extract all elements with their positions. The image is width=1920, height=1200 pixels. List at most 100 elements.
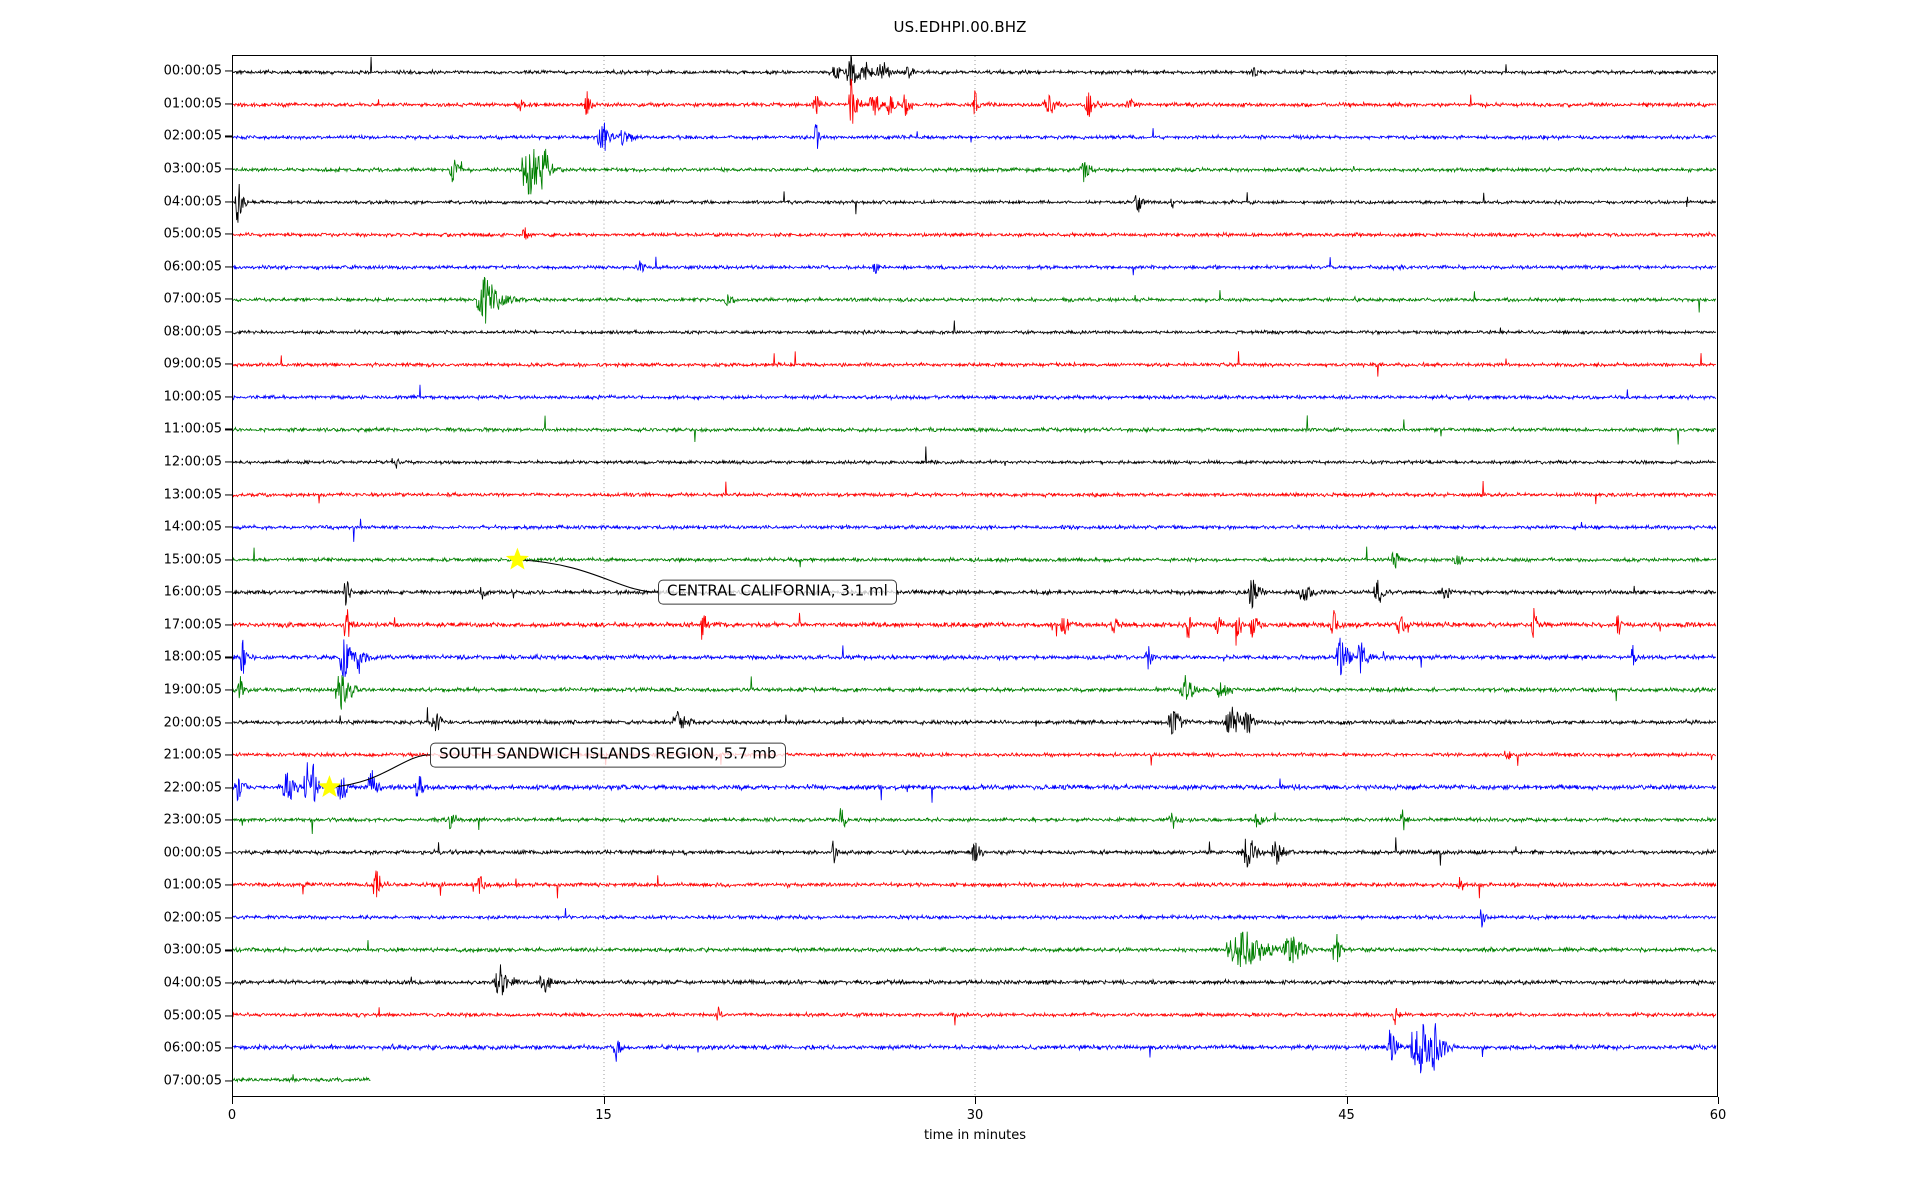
y-tick-mark-22 [225, 787, 232, 789]
x-tick-label-1: 15 [595, 1108, 612, 1123]
y-tick-label-9: 09:00:05 [163, 356, 222, 372]
trace-row-24 [233, 837, 1717, 868]
trace-row-9 [233, 351, 1716, 377]
y-tick-label-15: 15:00:05 [163, 552, 222, 568]
trace-row-15 [233, 546, 1717, 569]
y-tick-label-0: 00:00:05 [163, 63, 222, 79]
y-tick-label-3: 03:00:05 [163, 161, 222, 177]
y-tick-label-28: 04:00:05 [163, 975, 222, 991]
y-tick-mark-19 [225, 689, 232, 691]
event-star-marker-0[interactable] [505, 547, 529, 570]
y-tick-label-19: 19:00:05 [163, 682, 222, 698]
trace-row-17 [233, 608, 1717, 646]
plot-area [232, 55, 1718, 1097]
x-tick-label-4: 60 [1709, 1108, 1727, 1123]
y-tick-label-8: 08:00:05 [163, 324, 222, 340]
y-tick-label-1: 01:00:05 [163, 96, 222, 112]
y-tick-label-6: 06:00:05 [163, 259, 222, 275]
y-tick-mark-15 [225, 559, 232, 561]
trace-row-14 [233, 518, 1717, 542]
y-tick-label-25: 01:00:05 [163, 877, 222, 893]
x-tick-label-3: 45 [1338, 1108, 1355, 1123]
y-tick-label-18: 18:00:05 [163, 649, 222, 665]
trace-row-28 [233, 964, 1716, 996]
y-tick-mark-0 [225, 70, 232, 72]
trace-row-11 [233, 415, 1717, 445]
annotation-leader-1 [329, 754, 431, 788]
y-tick-label-30: 06:00:05 [163, 1040, 222, 1056]
trace-row-25 [233, 870, 1717, 899]
annot-central-california[interactable]: CENTRAL CALIFORNIA, 3.1 ml [657, 579, 897, 605]
y-tick-label-17: 17:00:05 [163, 617, 222, 633]
y-tick-mark-4 [225, 200, 232, 203]
y-tick-label-14: 14:00:05 [163, 519, 222, 535]
trace-row-20 [233, 706, 1717, 735]
y-tick-mark-28 [225, 982, 232, 984]
trace-row-4 [233, 183, 1717, 223]
y-tick-mark-6 [225, 266, 232, 268]
trace-row-18 [233, 637, 1717, 678]
trace-row-31 [233, 1074, 371, 1084]
trace-row-22 [233, 762, 1717, 803]
x-tick-mark-1 [603, 1097, 605, 1104]
y-tick-label-24: 00:00:05 [163, 845, 222, 861]
y-tick-mark-24 [225, 852, 232, 854]
y-tick-label-31: 07:00:05 [163, 1073, 222, 1089]
y-tick-mark-25 [225, 884, 232, 886]
x-tick-mark-2 [975, 1097, 977, 1104]
y-tick-label-4: 04:00:05 [163, 194, 222, 210]
y-tick-mark-2 [225, 135, 232, 137]
trace-row-5 [233, 227, 1717, 240]
trace-row-19 [233, 675, 1717, 710]
y-tick-mark-20 [225, 721, 232, 724]
trace-row-26 [233, 908, 1717, 928]
y-tick-label-5: 05:00:05 [163, 226, 222, 242]
y-tick-label-7: 07:00:05 [163, 291, 222, 307]
y-tick-label-23: 23:00:05 [163, 812, 222, 828]
trace-row-1 [233, 78, 1717, 124]
y-tick-mark-27 [225, 949, 232, 952]
x-tick-label-2: 30 [966, 1108, 984, 1123]
y-tick-mark-30 [225, 1047, 232, 1049]
y-tick-mark-3 [225, 168, 232, 170]
x-tick-label-0: 0 [227, 1108, 237, 1123]
y-tick-mark-29 [225, 1015, 232, 1017]
x-tick-mark-0 [232, 1097, 234, 1104]
y-tick-mark-12 [225, 461, 232, 463]
x-axis-label: time in minutes [923, 1128, 1027, 1143]
y-tick-mark-7 [225, 298, 232, 300]
y-tick-label-10: 10:00:05 [163, 389, 222, 405]
x-tick-mark-4 [1718, 1097, 1720, 1104]
y-tick-mark-16 [225, 591, 232, 593]
trace-row-12 [233, 446, 1716, 469]
y-tick-mark-26 [225, 917, 232, 919]
trace-row-13 [233, 481, 1717, 505]
annotation-leader-0 [517, 559, 659, 593]
y-tick-label-26: 02:00:05 [163, 910, 222, 926]
y-tick-mark-31 [225, 1080, 232, 1082]
trace-row-30 [233, 1023, 1717, 1074]
x-axis-ticks: 0 15 30 45 60 [228, 1097, 1726, 1157]
y-tick-mark-11 [225, 428, 232, 431]
trace-row-7 [233, 276, 1717, 324]
y-tick-mark-1 [225, 103, 232, 105]
y-axis-tick-labels: 00:00:05 01:00:05 02:00:05 03:00:05 04:00:05… [0, 55, 222, 1097]
y-tick-mark-23 [225, 819, 232, 821]
y-tick-mark-9 [225, 363, 232, 365]
trace-row-3 [233, 148, 1717, 195]
trace-row-23 [233, 808, 1717, 834]
y-tick-mark-14 [225, 526, 232, 528]
trace-row-27 [233, 931, 1717, 967]
trace-row-8 [233, 320, 1717, 336]
y-tick-label-2: 02:00:05 [163, 128, 222, 144]
annot-south-sandwich[interactable]: SOUTH SANDWICH ISLANDS REGION, 5.7 mb [430, 742, 786, 768]
trace-row-10 [233, 384, 1717, 402]
y-tick-label-21: 21:00:05 [163, 747, 222, 763]
y-tick-label-22: 22:00:05 [163, 780, 222, 796]
y-tick-mark-5 [225, 233, 232, 235]
y-tick-mark-17 [225, 624, 232, 626]
event-star-marker-1[interactable] [317, 775, 341, 798]
trace-row-2 [233, 122, 1717, 151]
trace-row-6 [233, 256, 1717, 276]
